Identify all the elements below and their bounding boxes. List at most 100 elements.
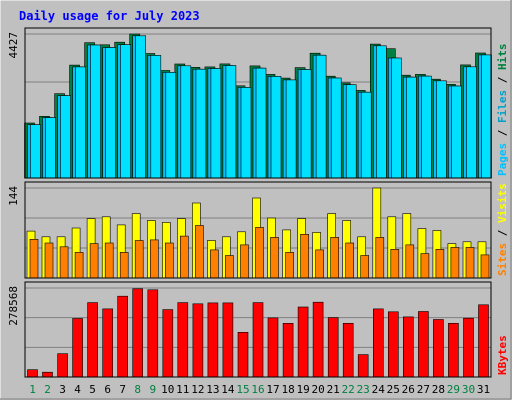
bar-sites-day-18 [285, 252, 294, 279]
bar-kbytes-day-15 [237, 331, 249, 378]
bar-sites-day-21 [330, 237, 340, 279]
bar-pages-day-19 [300, 69, 312, 179]
x-tick-label-day-5: 5 [89, 383, 96, 396]
x-tick-label-day-22: 22 [342, 383, 355, 396]
bar-pages-day-29 [451, 85, 462, 179]
bar-kbytes-day-14 [222, 302, 234, 378]
bar-sites-day-12 [195, 225, 204, 279]
bar-kbytes-day-8 [132, 288, 143, 378]
x-tick-label-day-26: 26 [402, 383, 415, 396]
bar-kbytes-day-10 [162, 309, 174, 378]
bar-sites-day-8 [134, 240, 144, 279]
x-tick-label-day-15: 15 [236, 383, 249, 396]
bar-pages-day-8 [135, 35, 146, 179]
bar-sites-day-10 [165, 242, 174, 279]
bar-sites-day-23 [360, 255, 370, 279]
bar-pages-day-12 [195, 68, 207, 179]
panel-0-legend: Pages / Files / Hits [496, 44, 509, 177]
bar-sites-day-28 [435, 249, 445, 279]
legend-files: Files [496, 90, 509, 123]
legend-hits: Hits [496, 44, 509, 71]
bar-kbytes-day-1 [27, 369, 38, 378]
bar-sites-day-30 [465, 247, 475, 279]
bar-pages-day-23 [360, 91, 372, 179]
bar-kbytes-day-16 [252, 302, 264, 378]
x-tick-label-day-18: 18 [281, 383, 294, 396]
x-tick-label-day-6: 6 [104, 383, 111, 396]
bar-pages-day-11 [180, 65, 192, 179]
legend-sites: Sites [496, 243, 509, 276]
x-tick-label-day-1: 1 [29, 383, 36, 396]
x-tick-label-day-28: 28 [432, 383, 445, 396]
bar-pages-day-7 [120, 44, 131, 179]
x-tick-label-day-7: 7 [119, 383, 126, 396]
bar-sites-day-26 [405, 244, 415, 279]
bar-sites-day-16 [255, 227, 264, 279]
legend-pages: Pages [496, 143, 509, 176]
bar-kbytes-day-7 [117, 295, 128, 378]
x-tick-label-day-16: 16 [251, 383, 264, 396]
bar-pages-day-24 [375, 45, 387, 179]
bar-kbytes-day-20 [312, 301, 324, 378]
x-tick-label-day-27: 27 [417, 383, 430, 396]
bar-kbytes-day-19 [297, 306, 309, 378]
bar-pages-day-30 [466, 66, 477, 179]
x-tick-label-day-13: 13 [206, 383, 219, 396]
panel-2-border [24, 281, 492, 378]
x-tick-label-day-21: 21 [327, 383, 340, 396]
bar-sites-day-27 [420, 253, 430, 279]
x-tick-label-day-11: 11 [176, 383, 189, 396]
bar-pages-day-18 [285, 79, 297, 179]
bar-kbytes-day-26 [402, 316, 414, 378]
bar-kbytes-day-18 [282, 322, 294, 378]
bar-sites-day-2 [44, 242, 54, 279]
panel-2-legend: KBytes [496, 335, 509, 375]
x-tick-label-day-14: 14 [221, 383, 235, 396]
x-tick-label-day-12: 12 [191, 383, 204, 396]
bar-pages-day-13 [210, 68, 222, 179]
bar-kbytes-day-12 [192, 303, 204, 378]
bar-sites-day-31 [480, 254, 490, 279]
x-tick-label-day-10: 10 [161, 383, 174, 396]
x-tick-label-day-4: 4 [74, 383, 81, 396]
bar-pages-day-31 [481, 54, 492, 179]
bar-sites-day-6 [104, 242, 114, 279]
bar-sites-day-4 [74, 252, 84, 279]
bar-kbytes-day-24 [372, 308, 384, 378]
panel-1-border [24, 181, 492, 279]
legend-visits: Visits [496, 183, 509, 223]
bar-kbytes-day-30 [463, 317, 474, 378]
legend-separator: / [496, 223, 509, 243]
bar-pages-day-20 [315, 54, 327, 179]
bar-sites-day-20 [315, 249, 324, 279]
bar-pages-day-15 [240, 87, 252, 179]
bar-kbytes-day-5 [87, 302, 98, 378]
bar-pages-day-6 [105, 47, 116, 179]
x-tick-label-day-3: 3 [59, 383, 66, 396]
panel-1-y-tick-label: 144 [7, 186, 20, 206]
bar-sites-day-29 [450, 247, 460, 279]
legend-kbytes: KBytes [496, 335, 509, 375]
bar-pages-day-27 [421, 75, 432, 179]
legend-separator: / [496, 123, 509, 143]
panel-1-legend: Sites / Visits [496, 183, 509, 276]
bar-sites-day-13 [210, 249, 219, 279]
bar-kbytes-day-2 [42, 371, 53, 378]
bar-kbytes-day-17 [267, 317, 279, 378]
x-tick-label-day-8: 8 [134, 383, 141, 396]
x-tick-label-day-2: 2 [44, 383, 51, 396]
legend-separator: / [496, 70, 509, 90]
bar-pages-day-4 [75, 66, 86, 179]
bar-pages-day-14 [225, 65, 237, 179]
bar-kbytes-day-22 [342, 322, 354, 378]
bar-pages-day-10 [165, 72, 177, 179]
bar-sites-day-17 [270, 237, 279, 279]
bar-kbytes-day-21 [327, 317, 339, 378]
bar-sites-day-22 [345, 242, 355, 279]
x-tick-label-day-29: 29 [447, 383, 460, 396]
bar-kbytes-day-9 [147, 289, 159, 378]
bar-kbytes-day-4 [72, 318, 83, 378]
panel-2-y-tick-label: 278568 [7, 286, 20, 326]
bar-kbytes-day-6 [102, 308, 113, 378]
bar-pages-day-16 [255, 67, 267, 179]
